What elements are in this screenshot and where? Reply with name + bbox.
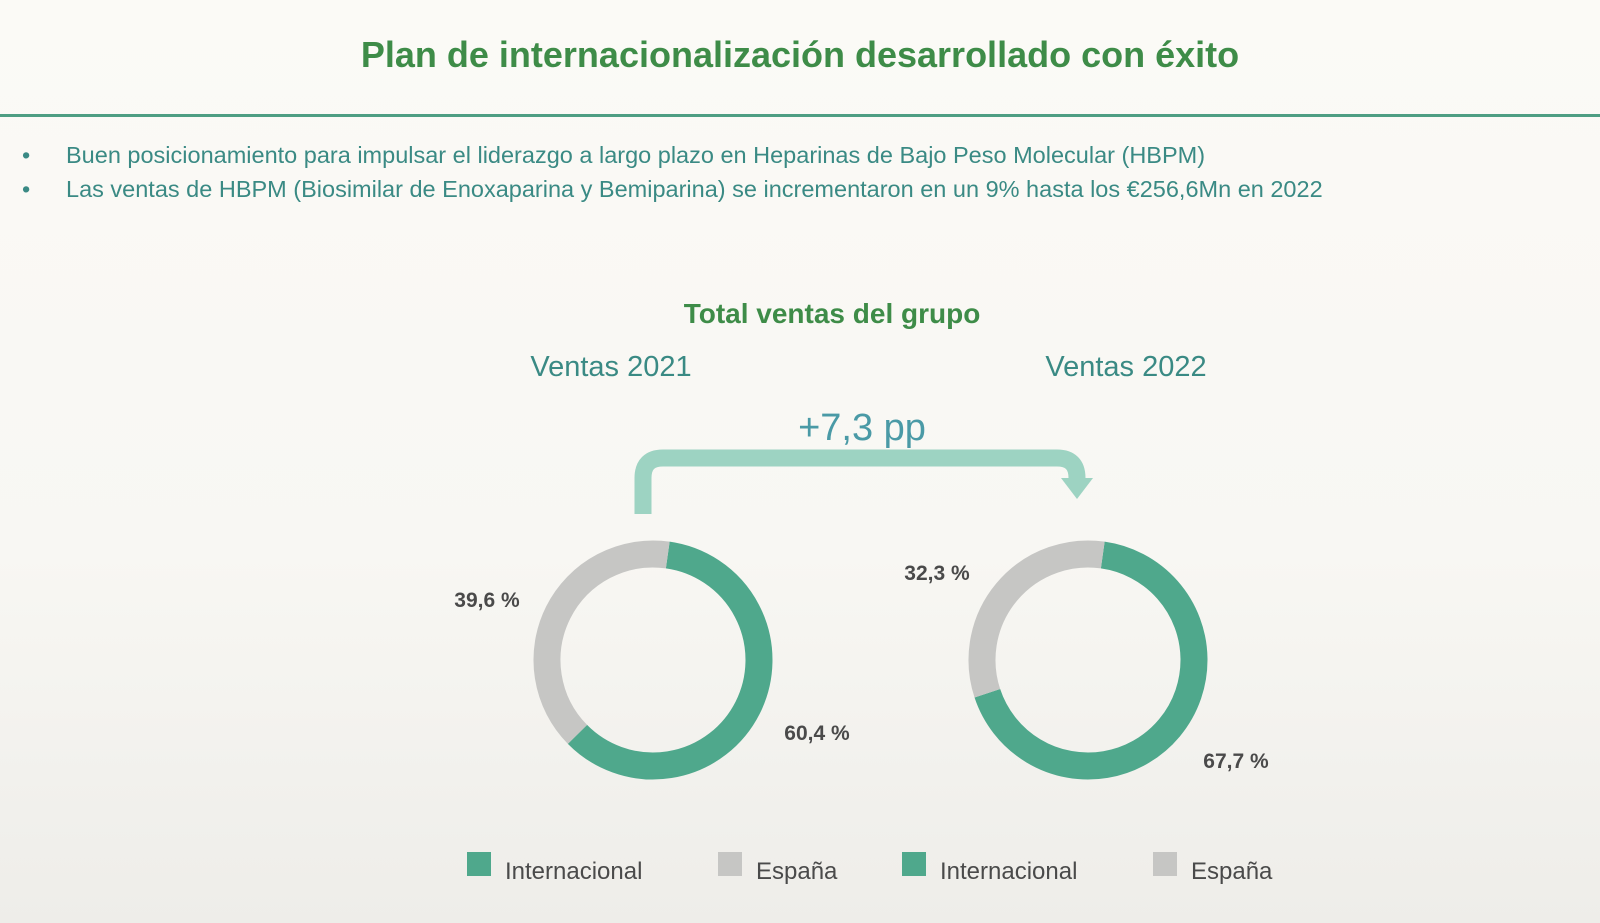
- chart-subtitle-2022: Ventas 2022: [1045, 351, 1206, 383]
- donut-slice-internacional: [567, 541, 773, 780]
- legend-label: España: [1191, 858, 1273, 885]
- bullet-icon: •: [22, 176, 31, 202]
- legend-label: Internacional: [940, 858, 1077, 885]
- slice-value-label: 39,6 %: [454, 589, 520, 612]
- slice-value-label: 67,7 %: [1203, 750, 1269, 773]
- bullet-icon: •: [22, 142, 31, 168]
- legend-swatch-internacional: [467, 852, 491, 876]
- donut-slice-internacional: [974, 541, 1208, 780]
- legend-swatch-espana: [718, 852, 742, 876]
- donut-slice-espana: [533, 540, 670, 744]
- slice-value-label: 60,4 %: [784, 722, 850, 745]
- bullet-item: • Las ventas de HBPM (Biosimilar de Enox…: [20, 172, 1323, 206]
- bullet-text: Buen posicionamiento para impulsar el li…: [66, 142, 1206, 168]
- legend-label: Internacional: [505, 858, 642, 885]
- title-divider: [0, 114, 1600, 117]
- growth-arrow: [634, 449, 1086, 514]
- bullet-list: • Buen posicionamiento para impulsar el …: [20, 138, 1323, 206]
- bullet-item: • Buen posicionamiento para impulsar el …: [20, 138, 1323, 172]
- growth-annotation: +7,3 pp: [798, 407, 926, 449]
- slide-title: Plan de internacionalización desarrollad…: [360, 34, 1240, 75]
- legend: Internacional España Internacional España: [467, 852, 1273, 885]
- donut-slice-espana: [968, 540, 1105, 698]
- donut-group: 60,4 % 39,6 % 67,7 % 32,3 %: [454, 540, 1269, 780]
- chart-subtitle-2021: Ventas 2021: [530, 351, 691, 383]
- legend-swatch-internacional: [902, 852, 926, 876]
- legend-swatch-espana: [1153, 852, 1177, 876]
- growth-arrowhead: [1061, 478, 1093, 499]
- legend-label: España: [756, 858, 838, 885]
- slice-value-label: 32,3 %: [904, 562, 970, 585]
- bullet-text: Las ventas de HBPM (Biosimilar de Enoxap…: [66, 176, 1323, 202]
- chart-title: Total ventas del grupo: [684, 298, 981, 329]
